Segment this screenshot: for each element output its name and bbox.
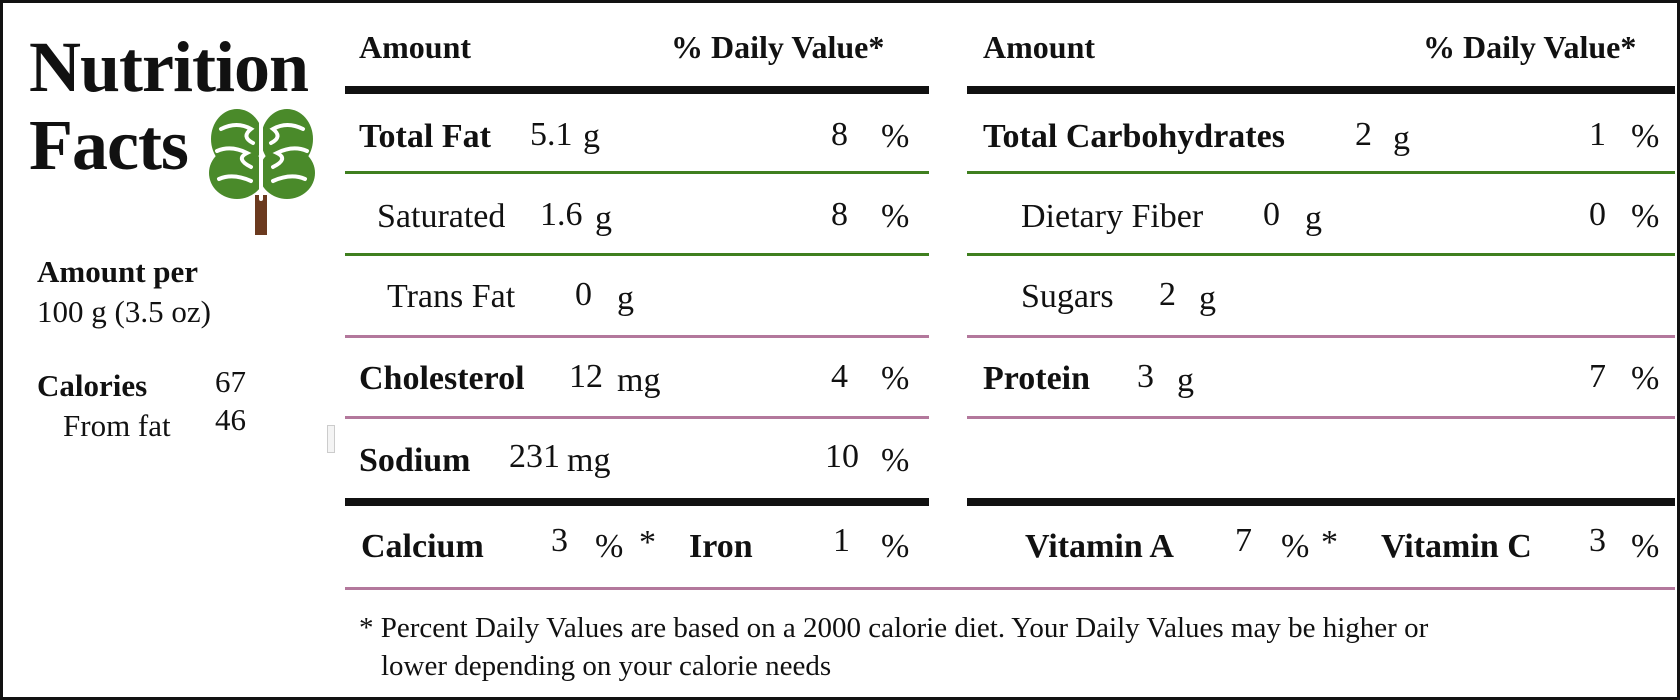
row-dv-dietary-fiber: 0 [1589, 196, 1606, 233]
vitamin-value-vitamin-a: 7 [1235, 522, 1252, 559]
vitamins-bottom-rule [345, 587, 1675, 590]
row-pct-total-fat: % [881, 118, 910, 155]
row-unit-total-carbohydrates: g [1393, 120, 1410, 157]
vitamin-label-iron: Iron [689, 528, 753, 565]
left-rule-4 [345, 416, 929, 419]
row-amount-dietary-fiber: 0 [1263, 196, 1280, 233]
row-label-total-carbohydrates: Total Carbohydrates [983, 118, 1285, 155]
row-dv-cholesterol: 4 [831, 358, 848, 395]
vitamin-pct-vitamin-a: % [1281, 528, 1310, 565]
row-unit-sodium: mg [567, 442, 611, 479]
row-pct-cholesterol: % [881, 360, 910, 397]
row-unit-trans-fat: g [617, 280, 634, 317]
right-rule-2 [967, 253, 1675, 256]
calories-label: Calories [37, 368, 148, 403]
title-nutrition: Nutrition [29, 27, 309, 107]
row-unit-protein: g [1177, 362, 1194, 399]
row-pct-sodium: % [881, 442, 910, 479]
left-rule-3 [345, 335, 929, 338]
vitamin-pct-vitamin-c: % [1631, 528, 1660, 565]
row-label-cholesterol: Cholesterol [359, 360, 525, 397]
vitamin-label-vitamin-c: Vitamin C [1381, 528, 1532, 565]
serving-size: 100 g (3.5 oz) [37, 294, 211, 329]
row-unit-total-fat: g [583, 118, 600, 155]
row-label-protein: Protein [983, 360, 1091, 397]
row-unit-sugars: g [1199, 280, 1216, 317]
row-pct-total-carbohydrates: % [1631, 118, 1660, 155]
from-fat-value: 46 [215, 402, 246, 437]
right-amount-header: Amount [983, 29, 1096, 65]
left-bottom-rule [345, 498, 929, 506]
row-amount-sodium: 231 [509, 438, 560, 475]
row-pct-saturated: % [881, 198, 910, 235]
row-unit-saturated: g [595, 200, 612, 237]
footnote-line-2: lower depending on your calorie needs [381, 650, 832, 682]
row-amount-total-carbohydrates: 2 [1355, 116, 1372, 153]
row-label-trans-fat: Trans Fat [387, 278, 516, 315]
row-unit-cholesterol: mg [617, 362, 661, 399]
footnote-line-1: * Percent Daily Values are based on a 20… [359, 612, 1429, 644]
title-facts: Facts [29, 105, 189, 185]
calories-value: 67 [215, 364, 246, 399]
row-amount-total-fat: 5.1 [530, 116, 573, 153]
vitamin-pct-iron: % [881, 528, 910, 565]
left-rule-1 [345, 171, 929, 174]
row-dv-total-carbohydrates: 1 [1589, 116, 1606, 153]
row-dv-sodium: 10 [825, 438, 859, 475]
vitamin-pct-calcium: % [595, 528, 624, 565]
row-label-dietary-fiber: Dietary Fiber [1021, 198, 1204, 235]
vitamin-label-calcium: Calcium [361, 528, 484, 565]
row-pct-dietary-fiber: % [1631, 198, 1660, 235]
right-dv-header: % Daily Value* [1423, 29, 1637, 65]
left-dv-header: % Daily Value* [671, 29, 885, 65]
row-dv-saturated: 8 [831, 196, 848, 233]
row-label-saturated: Saturated [377, 198, 506, 235]
left-amount-header: Amount [359, 29, 472, 65]
left-rule-2 [345, 253, 929, 256]
row-amount-saturated: 1.6 [540, 196, 583, 233]
row-label-sugars: Sugars [1021, 278, 1114, 315]
row-amount-cholesterol: 12 [569, 358, 603, 395]
row-unit-dietary-fiber: g [1305, 200, 1322, 237]
vitamin-value-iron: 1 [833, 522, 850, 559]
from-fat-label: From fat [63, 408, 171, 443]
resize-handle[interactable] [327, 425, 335, 453]
brain-tree-icon [209, 109, 315, 235]
right-rule-3 [967, 335, 1675, 338]
vitamin-star-vitamin-a: * [1321, 524, 1338, 561]
row-label-total-fat: Total Fat [359, 118, 491, 155]
row-pct-protein: % [1631, 360, 1660, 397]
left-top-rule [345, 86, 929, 94]
row-dv-total-fat: 8 [831, 116, 848, 153]
amount-per-label: Amount per [37, 254, 199, 289]
row-amount-sugars: 2 [1159, 276, 1176, 313]
vitamin-value-vitamin-c: 3 [1589, 522, 1606, 559]
row-label-sodium: Sodium [359, 442, 471, 479]
vitamin-value-calcium: 3 [551, 522, 568, 559]
vitamin-label-vitamin-a: Vitamin A [1025, 528, 1174, 565]
row-dv-protein: 7 [1589, 358, 1606, 395]
vitamin-star-calcium: * [639, 524, 656, 561]
right-rule-1 [967, 171, 1675, 174]
right-rule-4 [967, 416, 1675, 419]
right-bottom-rule [967, 498, 1675, 506]
row-amount-protein: 3 [1137, 358, 1154, 395]
row-amount-trans-fat: 0 [575, 276, 592, 313]
right-top-rule [967, 86, 1675, 94]
